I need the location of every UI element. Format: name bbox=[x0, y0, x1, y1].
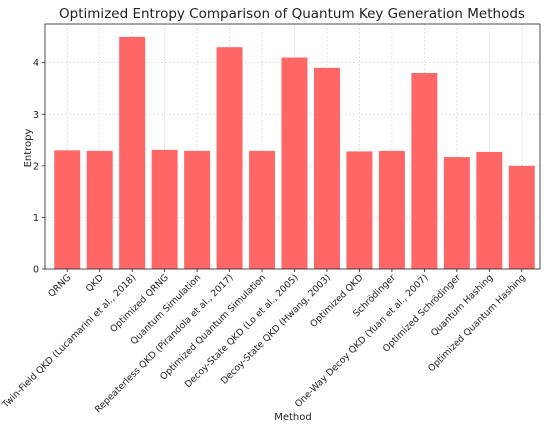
bar bbox=[313, 67, 340, 269]
bar bbox=[249, 150, 276, 269]
y-ticks: 0 1 2 3 4 bbox=[33, 58, 45, 276]
bar bbox=[443, 157, 470, 269]
y-tick-label: 2 bbox=[33, 161, 39, 172]
bar bbox=[86, 150, 113, 269]
bar bbox=[346, 151, 373, 269]
bar bbox=[151, 149, 178, 269]
x-tick-label: QKD bbox=[84, 272, 106, 294]
plot-frame bbox=[44, 23, 541, 270]
axes bbox=[44, 23, 541, 270]
bar bbox=[508, 165, 535, 269]
y-axis-label: Entropy bbox=[23, 128, 34, 167]
bar bbox=[411, 73, 438, 269]
bar bbox=[281, 57, 308, 269]
y-tick-label: 0 bbox=[33, 265, 39, 276]
y-tick-label: 1 bbox=[33, 213, 39, 224]
bar bbox=[54, 150, 81, 269]
bars bbox=[54, 36, 535, 269]
y-tick-label: 4 bbox=[33, 58, 39, 69]
bar bbox=[216, 47, 243, 269]
x-tick-label: QRNG bbox=[46, 272, 73, 299]
bar bbox=[184, 150, 211, 269]
y-tick-label: 3 bbox=[33, 110, 39, 121]
x-tick-label: Optimized QRNG bbox=[108, 272, 171, 335]
bar bbox=[119, 36, 146, 269]
chart-title: Optimized Entropy Comparison of Quantum … bbox=[59, 6, 525, 22]
bar bbox=[476, 151, 503, 269]
bar bbox=[378, 150, 405, 269]
x-axis-label: Method bbox=[274, 412, 312, 423]
